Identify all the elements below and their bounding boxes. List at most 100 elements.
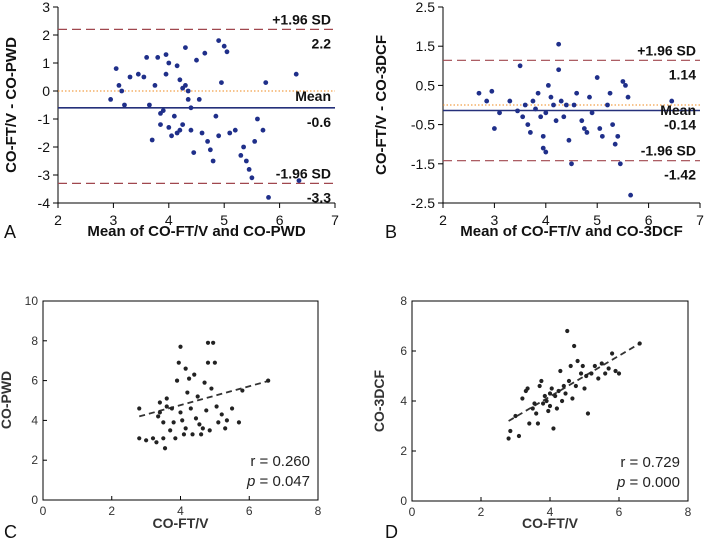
y-tick-label: 1.5 xyxy=(416,38,436,54)
data-point xyxy=(236,420,242,425)
data-point xyxy=(530,98,536,104)
data-point xyxy=(212,360,217,365)
x-tick-label: 2 xyxy=(54,212,62,228)
data-point xyxy=(566,378,572,384)
x-tick-label: 5 xyxy=(593,212,601,228)
data-point xyxy=(180,122,186,127)
data-point xyxy=(599,133,605,139)
x-tick-label: 4 xyxy=(547,505,554,519)
x-tick-label: 6 xyxy=(645,212,653,228)
panel-c: 0 2 4 6 8 0 2 4 6 8 10 CO-FT/V CO-PWD Cr = 0.260 p = 0… xyxy=(0,294,322,538)
data-point xyxy=(137,406,142,411)
data-point xyxy=(596,376,601,381)
data-point xyxy=(196,97,202,102)
data-point xyxy=(205,340,211,345)
data-point xyxy=(527,421,532,426)
data-point xyxy=(186,376,192,381)
upper-loa-value: 1.14 xyxy=(669,66,696,82)
data-point xyxy=(582,386,587,391)
data-point xyxy=(563,102,569,108)
data-point xyxy=(227,130,233,136)
data-point xyxy=(578,371,584,376)
data-point xyxy=(547,403,553,409)
p-symbol: p xyxy=(246,473,255,490)
mean-label: Mean xyxy=(660,102,696,118)
x-tick-label: 3 xyxy=(491,212,499,228)
data-point xyxy=(127,74,133,80)
data-point xyxy=(150,436,156,441)
data-point xyxy=(620,79,626,84)
plot-frame xyxy=(411,300,689,502)
panel-letter: B xyxy=(385,222,397,242)
data-point xyxy=(241,144,246,150)
data-point xyxy=(163,52,169,57)
data-point xyxy=(597,126,603,131)
data-point xyxy=(216,38,222,43)
data-point xyxy=(527,130,533,135)
data-point xyxy=(209,386,214,391)
correlation-r: r = 0.729 xyxy=(620,454,680,471)
y-tick-label: 0.5 xyxy=(416,77,436,93)
data-point xyxy=(144,438,149,443)
x-tick-label: 2 xyxy=(108,504,115,518)
data-point xyxy=(176,360,181,365)
y-tick-label: -4 xyxy=(38,195,51,211)
data-point xyxy=(162,446,168,451)
data-point xyxy=(625,94,631,100)
x-tick-label: 6 xyxy=(616,505,623,519)
data-point xyxy=(548,94,554,100)
x-tick-label: 0 xyxy=(40,504,47,518)
upper-loa-label: +1.96 SD xyxy=(272,11,331,27)
data-point xyxy=(558,98,564,104)
lower-loa-label: -1.96 SD xyxy=(276,165,331,181)
y-tick-label: 2 xyxy=(42,27,50,43)
data-point xyxy=(199,432,204,437)
data-point xyxy=(520,114,526,120)
data-point xyxy=(584,130,590,135)
data-point xyxy=(553,118,559,124)
data-point xyxy=(166,125,172,130)
x-axis-title: CO-FT/V xyxy=(522,515,579,531)
p-value-text: = 0.000 xyxy=(625,474,680,491)
data-point xyxy=(592,363,597,369)
data-point xyxy=(605,102,610,108)
data-point xyxy=(181,432,187,437)
data-point xyxy=(549,386,554,391)
mean-value: -0.14 xyxy=(664,116,696,132)
data-point xyxy=(240,388,245,393)
correlation-r: r = 0.260 xyxy=(250,453,310,470)
data-point xyxy=(205,360,211,365)
data-point xyxy=(568,363,573,369)
data-point xyxy=(183,83,188,88)
x-tick-label: 8 xyxy=(685,505,692,519)
y-axis-title: CO-FT/V - CO-PWD xyxy=(3,37,20,173)
data-point xyxy=(157,400,162,405)
lower-loa-label: -1.96 SD xyxy=(641,143,696,159)
data-point xyxy=(210,158,216,164)
data-point xyxy=(589,110,595,116)
data-point xyxy=(542,393,547,399)
x-tick-label: 2 xyxy=(439,212,447,228)
y-tick-label: 0 xyxy=(400,494,407,508)
data-point xyxy=(154,440,159,445)
data-point xyxy=(207,147,213,153)
data-point xyxy=(135,71,141,77)
data-point xyxy=(539,378,544,384)
data-point xyxy=(183,426,188,431)
data-point xyxy=(554,406,560,411)
data-point xyxy=(551,102,556,108)
data-point xyxy=(116,83,122,88)
data-point xyxy=(571,102,577,108)
data-point xyxy=(183,45,188,50)
data-point xyxy=(157,410,162,415)
y-tick-label: -2 xyxy=(38,139,51,155)
data-point xyxy=(535,421,541,426)
data-point xyxy=(224,49,230,55)
data-point xyxy=(174,63,180,69)
x-tick-label: 3 xyxy=(110,212,118,228)
data-point xyxy=(525,122,531,127)
data-point xyxy=(547,391,553,396)
data-point xyxy=(669,98,675,104)
data-point xyxy=(570,396,575,401)
data-point xyxy=(178,344,183,349)
